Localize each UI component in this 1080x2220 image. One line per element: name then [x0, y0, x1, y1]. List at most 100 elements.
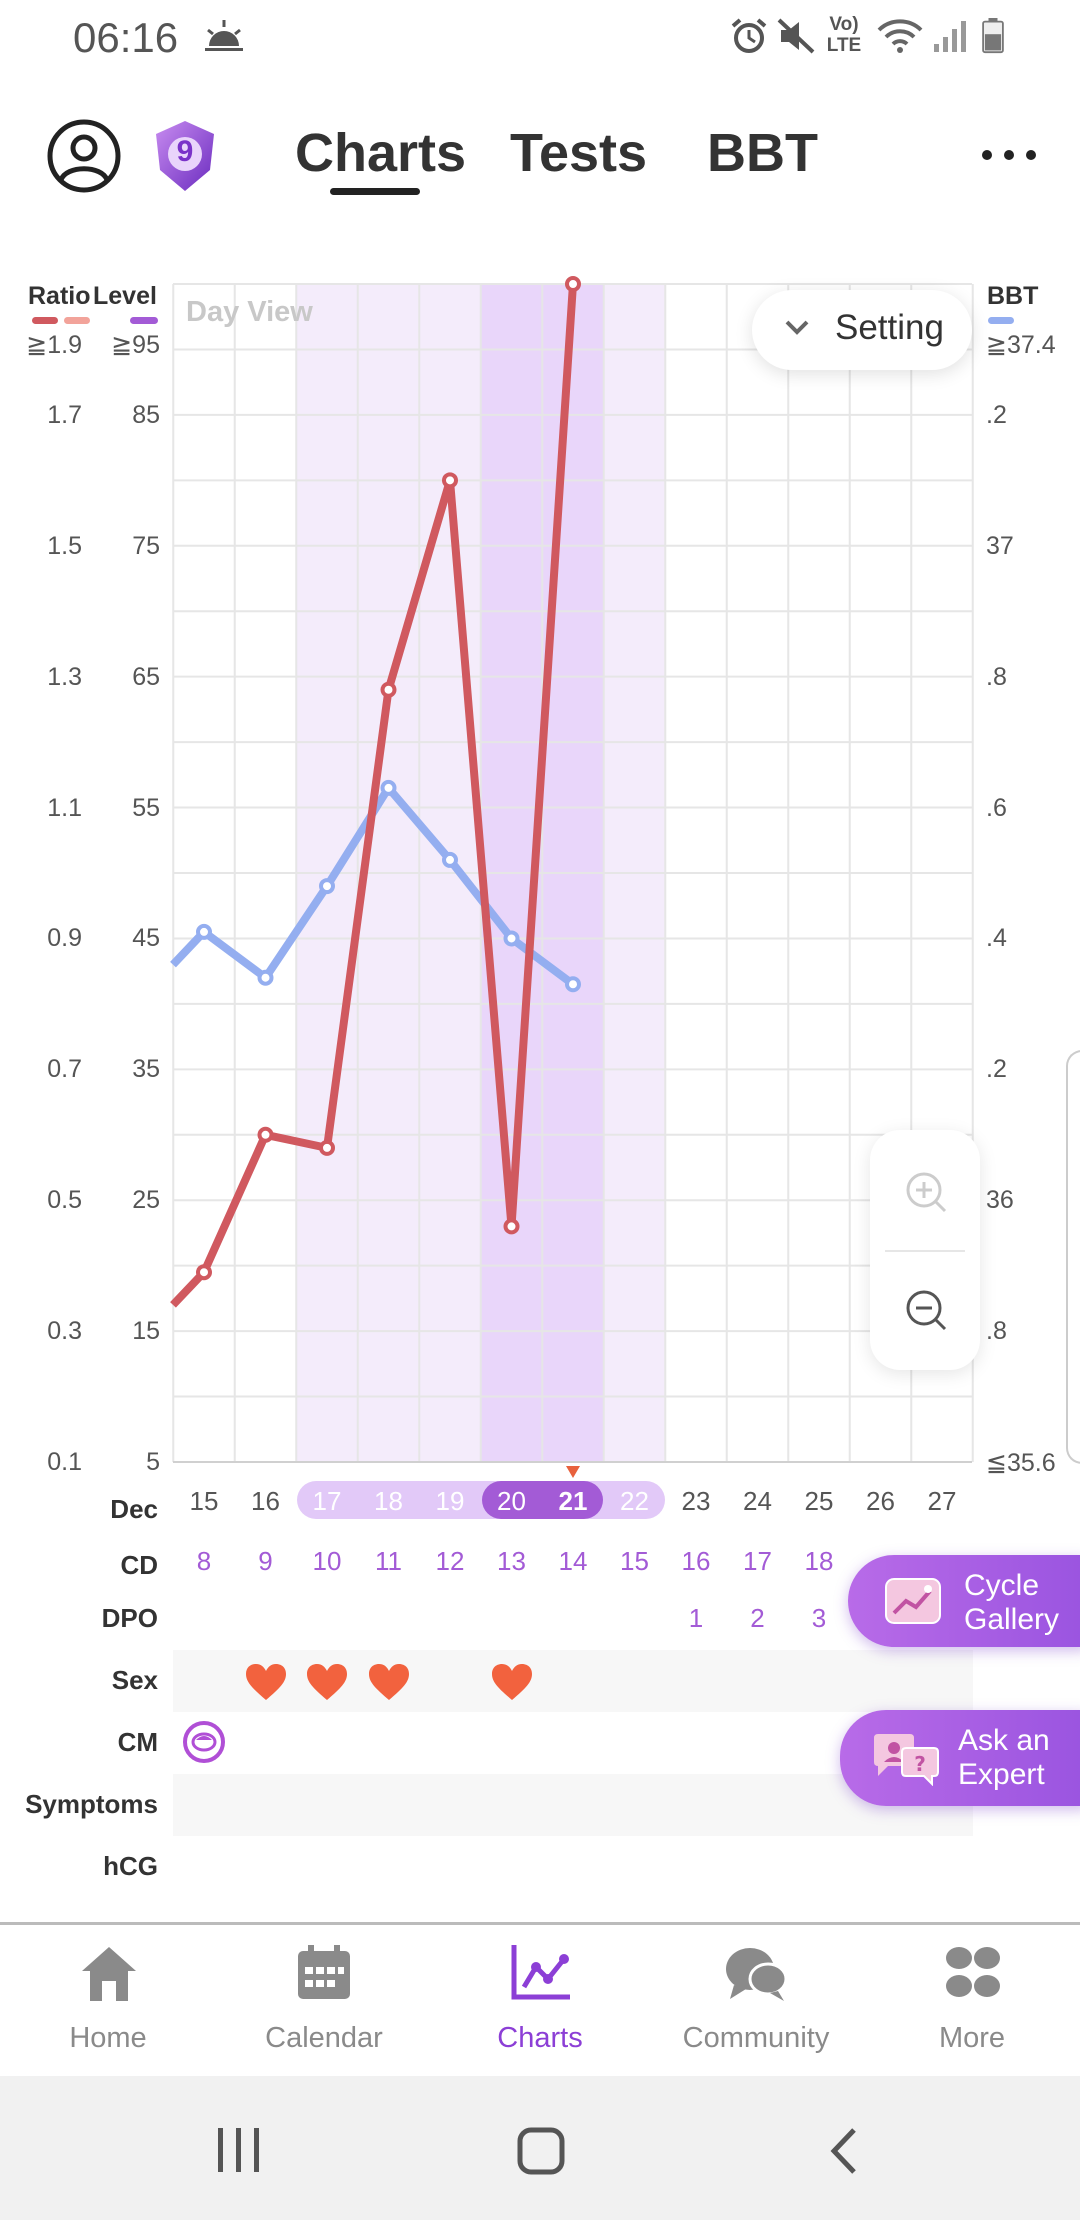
nav-label-home: Home: [69, 2022, 147, 2054]
ratio-legend-swatch-2: [64, 317, 90, 324]
cycle-chart[interactable]: [0, 0, 1080, 1480]
system-navigation-bar: [0, 2076, 1080, 2220]
date-label[interactable]: 25: [804, 1486, 834, 1516]
ratio-tick-label: 1.5: [47, 531, 82, 560]
bbt-tick-label: ≧37.4: [986, 331, 1056, 359]
date-label[interactable]: 24: [743, 1486, 772, 1516]
back-icon[interactable]: [826, 2126, 860, 2176]
date-label[interactable]: 20: [497, 1486, 526, 1516]
ratio-legend-swatch: [32, 317, 58, 324]
cycle-day-label[interactable]: 14: [558, 1546, 588, 1576]
ratio-tick-label: ≧1.9: [26, 331, 82, 359]
level-tick-label: ≧95: [111, 331, 160, 359]
dpo-label[interactable]: 2: [750, 1603, 765, 1633]
side-drawer-handle[interactable]: [1066, 1050, 1080, 1464]
ask-expert-button[interactable]: ? Ask an Expert: [840, 1710, 1080, 1806]
shield-badge-icon: [156, 121, 214, 191]
level-tick-label: 75: [132, 531, 160, 560]
date-label[interactable]: 21: [558, 1486, 588, 1516]
cycle-day-label[interactable]: 18: [804, 1546, 834, 1576]
bbt-tick-label: .2: [986, 1055, 1007, 1084]
cycle-day-label[interactable]: 17: [743, 1546, 772, 1576]
date-label[interactable]: 22: [620, 1486, 649, 1516]
dpo-label[interactable]: 3: [811, 1603, 827, 1633]
lh-ratio-point: [503, 1218, 520, 1235]
weather-sunrise-icon: [205, 20, 243, 51]
sex-row[interactable]: [173, 1650, 973, 1712]
calendar-icon: [298, 1945, 350, 1999]
cycle-day-label[interactable]: 12: [435, 1546, 465, 1576]
date-label[interactable]: 16: [251, 1486, 280, 1516]
network-label: Vo) LTE: [826, 14, 862, 56]
ask-expert-line1: Ask an: [958, 1724, 1050, 1757]
date-label[interactable]: 17: [312, 1486, 342, 1516]
cycle-day-label[interactable]: 9: [258, 1546, 273, 1576]
heart-icon[interactable]: [367, 1662, 411, 1702]
nav-more[interactable]: [872, 1935, 1072, 2070]
setting-button[interactable]: [752, 290, 972, 370]
peak-days-pill: [481, 1481, 603, 1519]
date-label[interactable]: 23: [681, 1486, 711, 1516]
cycle-gallery-button[interactable]: Cycle Gallery: [848, 1555, 1080, 1647]
tab-bbt[interactable]: BBT: [707, 123, 818, 183]
ratio-tick-label: 0.9: [47, 924, 82, 953]
lh-ratio-series-line: [170, 283, 577, 1308]
nav-label-calendar: Calendar: [265, 2022, 383, 2054]
date-label[interactable]: 15: [189, 1486, 219, 1516]
level-tick-label: 45: [132, 924, 160, 953]
ratio-tick-label: 1.1: [47, 793, 82, 822]
date-label[interactable]: 18: [374, 1486, 403, 1516]
row-label-dpo: DPO: [101, 1603, 158, 1633]
date-label[interactable]: 27: [927, 1486, 957, 1516]
bbt-point: [442, 851, 458, 868]
expert-chat-icon: ?: [874, 1734, 939, 1786]
community-icon: [726, 1948, 788, 2001]
level-tick-label: 65: [132, 662, 160, 691]
symptoms-row[interactable]: [173, 1774, 973, 1836]
nav-label-community: Community: [682, 2022, 830, 2054]
cycle-day-label[interactable]: 8: [196, 1546, 212, 1576]
level-badge[interactable]: 9: [150, 118, 220, 194]
home-system-icon[interactable]: [516, 2126, 566, 2176]
level-axis-header: Level: [93, 282, 157, 310]
active-tab-indicator: [330, 188, 420, 195]
dpo-label[interactable]: 1: [688, 1603, 704, 1633]
zoom-out-icon[interactable]: [904, 1288, 948, 1332]
level-tick-label: 5: [146, 1448, 160, 1476]
chevron-down-icon: [785, 320, 809, 335]
bbt-legend-swatch: [988, 317, 1014, 324]
cm-egg-white-icon[interactable]: [182, 1720, 226, 1764]
bbt-tick-label: .2: [986, 400, 1007, 429]
nav-calendar[interactable]: [224, 1935, 424, 2070]
nav-home[interactable]: [8, 1935, 208, 2070]
level-legend-swatch: [130, 317, 158, 324]
overflow-menu-icon[interactable]: [980, 148, 1038, 162]
date-label[interactable]: 19: [435, 1486, 465, 1516]
ratio-tick-label: 0.5: [47, 1186, 82, 1215]
tab-tests[interactable]: Tests: [510, 123, 648, 183]
zoom-in-icon[interactable]: [904, 1170, 948, 1214]
level-tick-label: 55: [132, 793, 160, 822]
tab-charts[interactable]: Charts: [295, 123, 467, 183]
row-label-symptoms: Symptoms: [25, 1789, 158, 1819]
heart-icon[interactable]: [244, 1662, 288, 1702]
nav-charts[interactable]: [440, 1935, 640, 2070]
cycle-day-label[interactable]: 13: [497, 1546, 526, 1576]
cycle-day-label[interactable]: 16: [681, 1546, 711, 1576]
recent-apps-icon[interactable]: [214, 2126, 264, 2174]
heart-icon[interactable]: [305, 1662, 349, 1702]
nav-community[interactable]: [656, 1935, 856, 2070]
cycle-day-label[interactable]: 10: [312, 1546, 342, 1576]
lh-ratio-point: [196, 1264, 212, 1281]
mute-icon: [777, 18, 815, 54]
fertile-window-pill: [297, 1481, 665, 1519]
profile-avatar-icon[interactable]: [46, 118, 122, 194]
cycle-day-label[interactable]: 11: [375, 1546, 402, 1576]
cycle-day-label[interactable]: 15: [620, 1546, 649, 1576]
bbt-point: [565, 976, 581, 993]
svg-text:?: ?: [914, 1752, 926, 1776]
date-label[interactable]: 26: [866, 1486, 895, 1516]
ratio-tick-label: 1.3: [47, 662, 82, 691]
heart-icon[interactable]: [490, 1662, 534, 1702]
badge-number: 9: [176, 135, 194, 168]
